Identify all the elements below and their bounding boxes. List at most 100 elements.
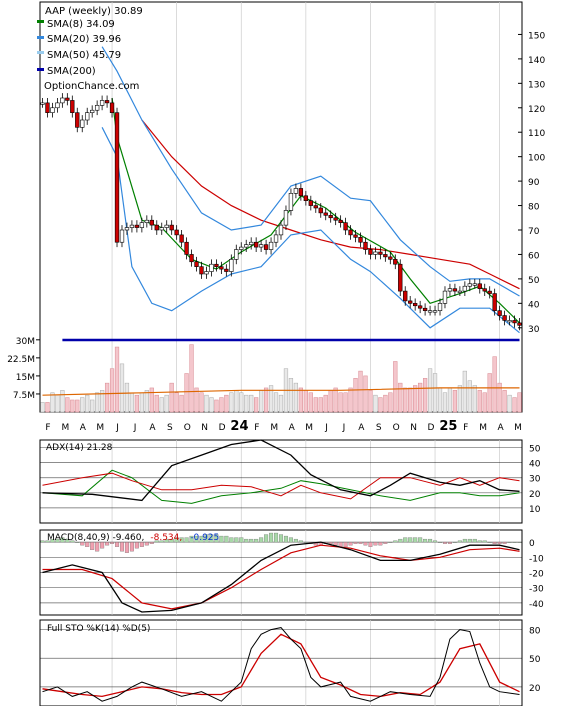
candle-body	[303, 195, 309, 201]
candle-body	[80, 119, 85, 128]
volume-bar	[298, 387, 303, 413]
macd-histogram-bar	[214, 534, 219, 543]
volume-bar	[209, 397, 214, 413]
month-label: A	[149, 423, 156, 433]
month-label: M	[305, 423, 313, 433]
macd-histogram-bar	[517, 541, 522, 543]
macd-histogram-bar	[105, 541, 110, 546]
candle-body	[94, 105, 100, 111]
volume-bar	[189, 344, 194, 413]
macd-histogram-bar	[45, 540, 50, 543]
macd-histogram-bar	[492, 541, 497, 544]
legend-sma200-label: SMA(200)	[47, 66, 96, 77]
macd-histogram-bar	[224, 535, 229, 543]
volume-bar	[348, 387, 353, 413]
candle-body	[333, 217, 338, 221]
macd-histogram-bar	[363, 541, 368, 546]
volume-bar	[477, 390, 482, 413]
macd-histogram-bar	[338, 541, 343, 547]
volume-bar	[353, 378, 358, 413]
volume-bar	[343, 392, 348, 413]
candle-body	[492, 293, 497, 311]
volume-bar	[388, 392, 393, 413]
macd-histogram-bar	[507, 541, 512, 543]
volume-bar	[129, 392, 135, 413]
macd-histogram-bar	[408, 537, 413, 543]
candle-body	[482, 288, 487, 292]
candle-body	[104, 100, 110, 104]
candle-body	[383, 254, 388, 258]
chart-title: AAP (weekly) 30.89	[45, 6, 143, 17]
macd-histogram-bar	[512, 541, 517, 543]
macd-histogram-bar	[353, 541, 358, 544]
bollinger-lower-line	[101, 127, 520, 334]
month-label: O	[393, 423, 400, 433]
month-label: M	[479, 423, 487, 433]
macd-histogram-bar	[264, 534, 269, 543]
macd-histogram-bar	[437, 541, 443, 543]
macd-histogram-bar	[328, 541, 333, 544]
candle-body	[169, 224, 174, 231]
month-label: A	[498, 423, 505, 433]
macd-histogram-bar	[110, 541, 115, 544]
macd-histogram-bar	[85, 541, 90, 547]
sto-tick-label: 80	[529, 627, 541, 637]
volume-bar	[368, 390, 373, 413]
candle-body	[119, 229, 125, 243]
candle-body	[75, 112, 80, 128]
candle-body	[318, 207, 323, 214]
volume-tick-label: 30M	[16, 337, 35, 347]
volume-bar	[174, 392, 179, 413]
volume-bar	[293, 382, 299, 413]
adx-title: ADX(14) 21.28	[46, 443, 113, 453]
month-label: D	[427, 423, 434, 433]
volume-bar	[413, 385, 418, 413]
adx-panel-frame	[39, 439, 523, 524]
candle-body	[214, 263, 219, 267]
volume-bar	[363, 375, 368, 413]
macd-histogram-bar	[75, 541, 80, 543]
volume-bar	[199, 392, 204, 413]
volume-bar	[65, 397, 70, 413]
macd-histogram-bar	[169, 538, 174, 543]
volume-bar	[457, 385, 462, 413]
volume-bar	[234, 390, 239, 413]
volume-bar	[204, 394, 209, 413]
volume-bar	[472, 385, 477, 413]
volume-bar	[303, 390, 308, 413]
volume-bar	[447, 387, 453, 413]
macd-histogram-bar	[60, 537, 65, 543]
candle-body	[129, 224, 135, 228]
candle-body	[70, 100, 75, 113]
volume-bar	[259, 390, 264, 413]
volume-bar	[239, 392, 244, 413]
macd-histogram-bar	[298, 540, 303, 543]
volume-tick-label: 15M	[16, 373, 35, 383]
volume-bar	[214, 399, 219, 413]
volume-bar	[393, 361, 398, 413]
volume-bar	[487, 373, 492, 413]
month-label: 25	[439, 419, 457, 434]
candle-body	[55, 102, 60, 109]
volume-bar	[308, 392, 313, 413]
volume-bar	[482, 392, 487, 413]
volume-bar	[55, 394, 60, 413]
month-label: M	[270, 423, 278, 433]
macd-histogram-bar	[65, 538, 70, 543]
macd-histogram-bar	[124, 541, 129, 553]
minus-di-line	[42, 469, 520, 504]
volume-bar	[139, 392, 144, 413]
watermark: OptionChance.com	[44, 81, 139, 92]
volume-bar	[418, 382, 423, 413]
candle-body	[293, 188, 299, 194]
candle-body	[149, 219, 154, 226]
macd-histogram-bar	[348, 541, 353, 546]
candle-body	[343, 222, 348, 231]
month-label: A	[80, 423, 87, 433]
candle-body	[432, 310, 438, 313]
volume-bar	[278, 394, 284, 413]
candle-body	[507, 320, 512, 323]
month-label: M	[96, 423, 104, 433]
volume-bar	[442, 392, 448, 413]
sto-title: Full STO %K(14) %D(5)	[47, 624, 150, 634]
